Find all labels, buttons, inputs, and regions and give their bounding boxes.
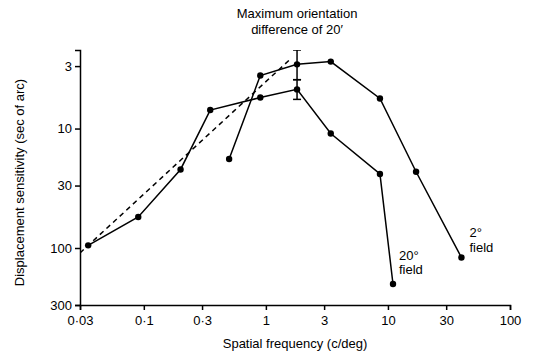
data-point (390, 281, 396, 287)
data-point (377, 95, 383, 101)
x-tick: 30 (439, 305, 453, 328)
data-point (294, 61, 300, 67)
error-bar (293, 80, 301, 100)
series-line (229, 62, 461, 258)
x-tick-mark (446, 305, 448, 310)
annotation: Maximum orientationdifference of 20′ (237, 6, 358, 37)
plot-area (80, 50, 465, 287)
data-point (328, 58, 334, 64)
data-point (257, 72, 263, 78)
y-tick-mark (75, 185, 80, 187)
data-point (207, 107, 213, 113)
data-point (328, 130, 334, 136)
x-tick: 0·3 (193, 305, 212, 328)
x-tick-label: 3 (321, 313, 328, 328)
y-tick-label: 10 (58, 121, 72, 136)
x-tick-mark (202, 305, 204, 310)
error-bar-cap (293, 79, 301, 81)
y-tick-label: 100 (50, 241, 72, 256)
x-tick-label: 10 (381, 313, 395, 328)
data-point (177, 166, 183, 172)
y-tick-label: 300 (50, 298, 72, 313)
x-tick: 100 (500, 305, 522, 328)
x-tick-label: 0·3 (193, 313, 212, 328)
y-tick: 10 (58, 121, 80, 136)
data-point (226, 156, 232, 162)
x-tick: 1 (263, 305, 270, 328)
error-bar-cap (293, 50, 301, 51)
x-tick-mark (510, 305, 512, 310)
x-tick-label: 0·03 (67, 313, 93, 328)
data-point (458, 254, 464, 260)
data-point (135, 214, 141, 220)
y-tick-mark (75, 248, 80, 250)
y-tick-label: 30 (58, 178, 72, 193)
data-point (413, 169, 419, 175)
y-axis-line (75, 51, 81, 306)
data-point (294, 86, 300, 92)
x-tick-mark (144, 305, 146, 310)
x-tick-label: 1 (263, 313, 270, 328)
x-tick-label: 0·1 (135, 313, 154, 328)
series-line (88, 89, 393, 284)
x-axis-title: Spatial frequency (c/deg) (223, 336, 368, 351)
y-tick-mark (75, 305, 80, 307)
y-axis: 3 10 30 100 300 (50, 51, 80, 313)
x-axis-line (81, 306, 511, 311)
x-tick: 0·1 (135, 305, 154, 328)
series-label: 2°field (469, 225, 493, 254)
error-bar-cap (293, 79, 301, 81)
y-tick: 100 (50, 241, 80, 256)
y-tick-mark (75, 128, 80, 130)
data-point (257, 94, 263, 100)
x-tick-label: 100 (500, 313, 522, 328)
error-bar (293, 50, 301, 80)
x-axis: 0·03 0·1 0·3 1 3 10 30 100 (67, 305, 521, 328)
x-tick: 3 (321, 305, 328, 328)
y-tick-mark (75, 66, 80, 68)
series-line (80, 59, 291, 253)
data-point (377, 171, 383, 177)
y-tick: 300 (50, 298, 80, 313)
chart: 0·03 0·1 0·3 1 3 10 30 100 3 10 30 100 300 Spatial fr… (0, 0, 538, 359)
x-tick-mark (388, 305, 390, 310)
x-tick-mark (324, 305, 326, 310)
y-tick: 30 (58, 178, 80, 193)
x-tick-label: 30 (439, 313, 453, 328)
series-label: 20°field (399, 248, 423, 277)
x-tick: 10 (381, 305, 395, 328)
y-tick-label: 3 (65, 59, 72, 74)
error-bar-cap (293, 99, 301, 101)
y-axis-title: Displacement sensitivity (sec of arc) (12, 79, 27, 286)
y-tick: 3 (65, 59, 80, 74)
x-tick-mark (266, 305, 268, 310)
